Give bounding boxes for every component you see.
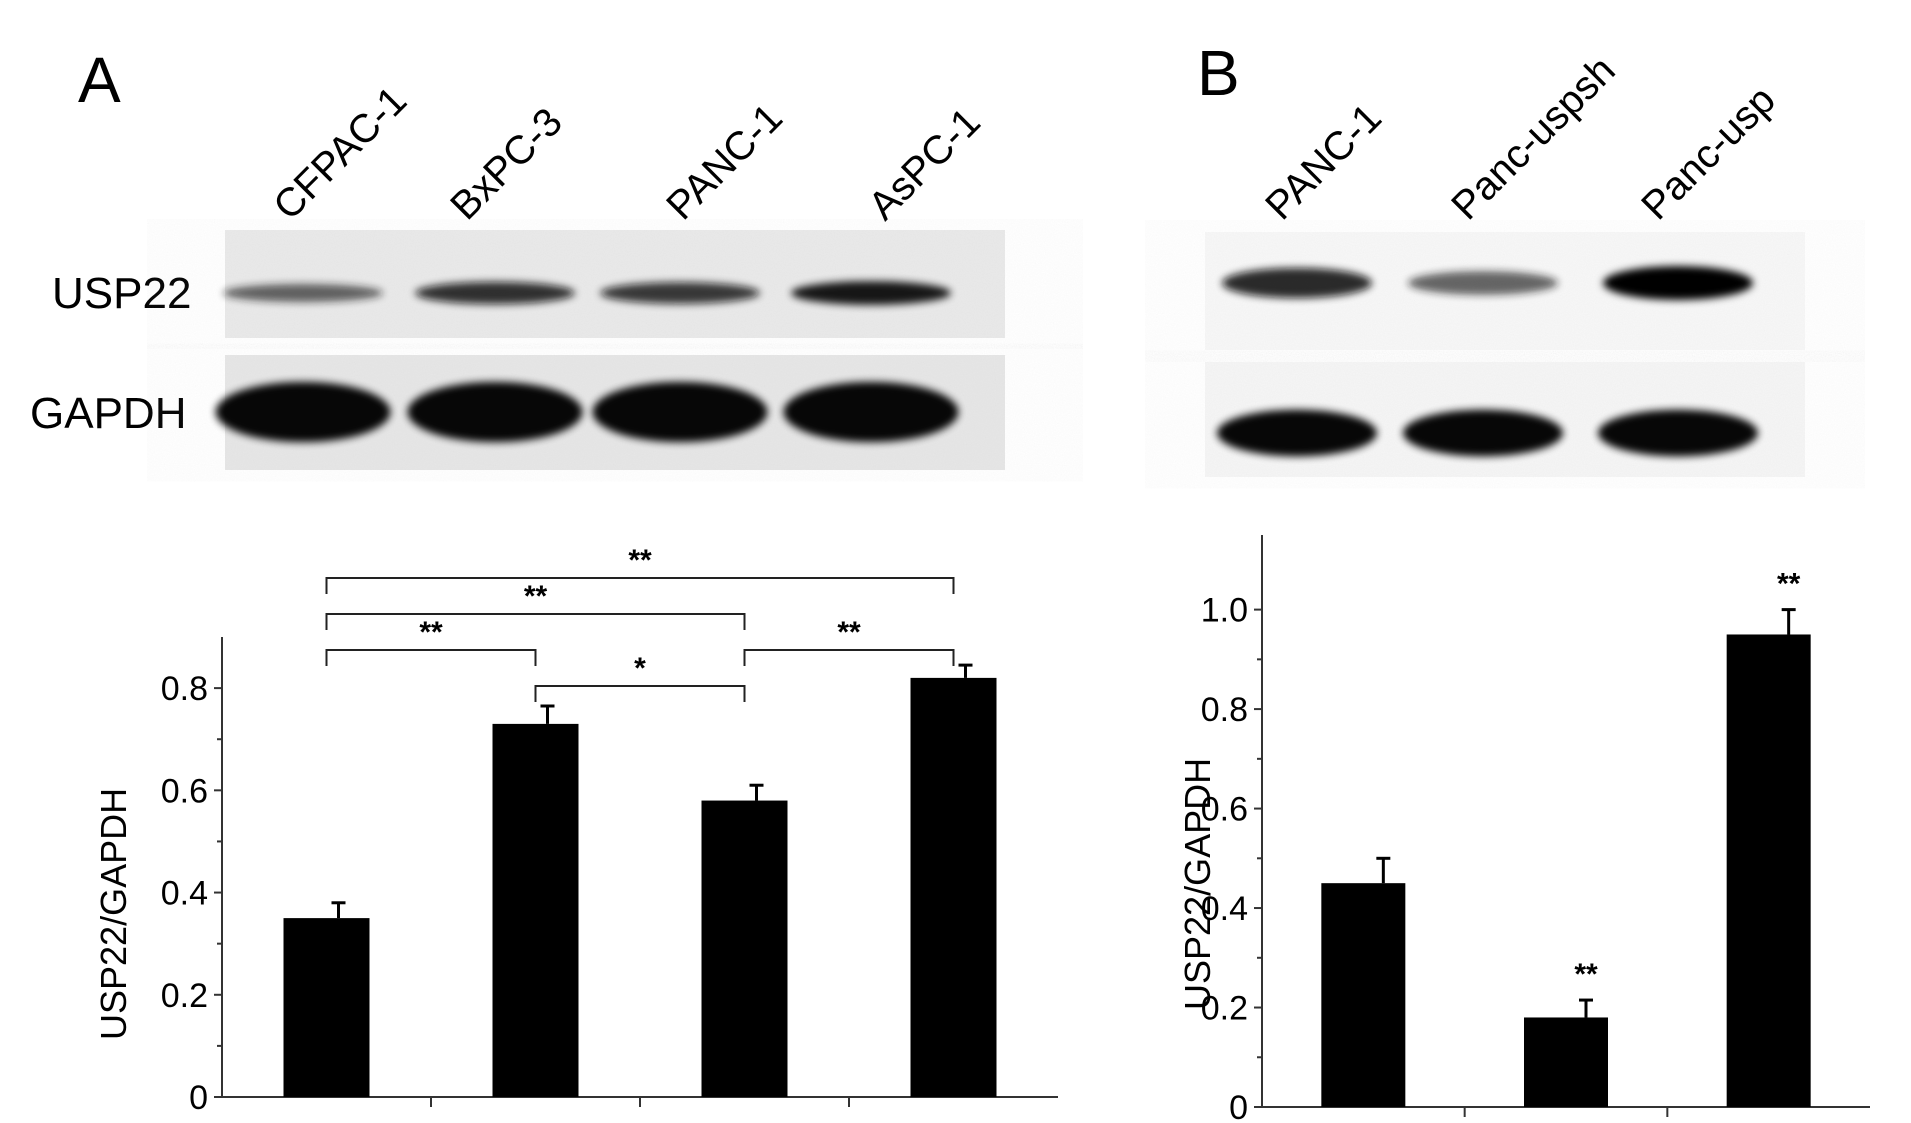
gapdh-band (1403, 409, 1563, 457)
usp22-band (1603, 266, 1753, 300)
blot-row-label-usp22: USP22 (52, 269, 191, 318)
panel-b-label: B (1197, 37, 1240, 109)
lane-label: BxPC-3 (442, 100, 571, 229)
gapdh-band (1217, 409, 1377, 457)
gapdh-band (1598, 409, 1758, 457)
panel-a-lane-labels: CFPAC-1 BxPC-3 PANC-1 AsPC-1 (265, 78, 989, 228)
usp22-band (791, 281, 951, 305)
usp22-band (1222, 267, 1372, 299)
significance-label: ** (1574, 958, 1598, 991)
significance-bracket (534, 685, 746, 702)
y-tick-label: 0.8 (161, 670, 208, 708)
bar (701, 800, 788, 1097)
bar (283, 918, 370, 1097)
panel-b-lane-labels: PANC-1 Panc-uspsh Panc-usp (1257, 48, 1784, 228)
y-tick-label: 0.2 (1201, 990, 1248, 1028)
lane-label: PANC-1 (658, 96, 791, 229)
y-tick-label: 0.4 (161, 875, 208, 913)
usp22-band (223, 283, 383, 303)
panel-b-bar-chart: USP22/GAPDH 0 0.2 0.4 0.6 0.8 1.0 ** ** (1177, 535, 1870, 1123)
panel-a-usp22-blot (223, 230, 1005, 338)
y-axis-label: USP22/GAPDH (93, 788, 134, 1040)
bar (1321, 883, 1406, 1107)
significance-label: ** (837, 616, 861, 649)
panel-a-gapdh-blot (215, 355, 1005, 470)
lane-label: AsPC-1 (860, 100, 989, 229)
significance-bracket (325, 649, 537, 666)
y-tick-label: 0.6 (161, 772, 208, 810)
y-axis-label: USP22/GAPDH (1177, 758, 1218, 1010)
y-tick-label: 0 (1229, 1089, 1248, 1123)
gapdh-band (592, 381, 768, 443)
usp22-band (600, 282, 760, 304)
y-tick-label: 0.6 (1201, 791, 1248, 829)
bar (1524, 1017, 1608, 1107)
usp22-band (415, 281, 575, 305)
lane-label: PANC-1 (1257, 96, 1390, 229)
panel-a-bar-chart: USP22/GAPDH 00.20.40.60.8********* (93, 544, 1058, 1117)
y-tick-label: 0.8 (1201, 691, 1248, 729)
y-tick-label: 1.0 (1201, 592, 1248, 630)
panel-b-usp22-blot (1205, 232, 1805, 350)
significance-label: ** (524, 580, 548, 613)
significance-bracket (325, 577, 955, 594)
panel-a-label: A (78, 44, 121, 116)
significance-label: ** (628, 544, 652, 577)
y-tick-label: 0.2 (161, 977, 208, 1015)
significance-bracket (743, 649, 955, 666)
lane-label: Panc-usp (1633, 78, 1784, 229)
lane-label: CFPAC-1 (265, 78, 415, 228)
significance-label: ** (419, 616, 443, 649)
significance-bracket (325, 613, 746, 630)
blot-row-label-gapdh: GAPDH (30, 389, 186, 438)
usp22-band (1408, 271, 1558, 295)
bar (1726, 634, 1811, 1107)
gapdh-band (783, 381, 959, 443)
gapdh-band (215, 381, 391, 443)
y-tick-label: 0 (189, 1079, 208, 1117)
panel-b-gapdh-blot (1205, 362, 1805, 477)
y-tick-label: 0.4 (1201, 890, 1248, 928)
significance-label: ** (1777, 568, 1801, 601)
lane-label: Panc-uspsh (1443, 48, 1623, 228)
gapdh-band (407, 381, 583, 443)
significance-label: * (634, 652, 646, 685)
bar (492, 723, 579, 1097)
bar (910, 677, 997, 1097)
